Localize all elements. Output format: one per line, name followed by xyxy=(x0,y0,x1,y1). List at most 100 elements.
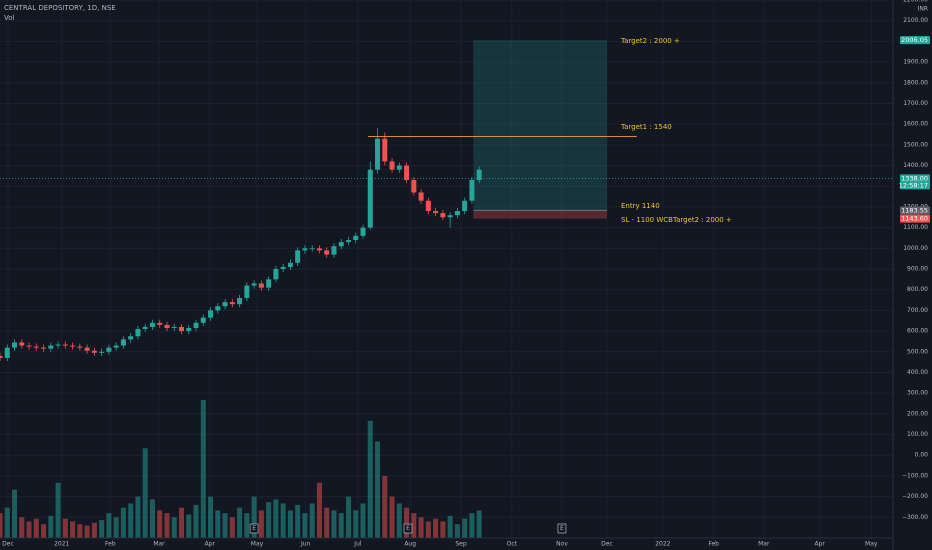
volume-bar xyxy=(179,507,185,538)
price-tag xyxy=(900,206,930,215)
volume-bar xyxy=(55,482,61,538)
volume-bar xyxy=(33,518,39,538)
candle-body xyxy=(26,345,32,347)
y-tick-label: −200.00 xyxy=(902,493,928,500)
y-tick-label: 1600.00 xyxy=(903,121,928,128)
x-tick-label: 2021 xyxy=(54,541,69,548)
candle-body xyxy=(128,336,134,340)
volume-bar xyxy=(367,420,373,538)
volume-bar xyxy=(91,522,97,538)
price-tag-label: 1183.55 xyxy=(901,206,928,214)
event-marker xyxy=(557,523,567,534)
volume-bar xyxy=(287,510,293,538)
candle-body xyxy=(345,240,351,243)
candle-body xyxy=(222,302,228,307)
volume-bar xyxy=(418,517,424,538)
candle-body xyxy=(375,138,381,170)
volume-bar xyxy=(338,513,344,538)
event-label: E xyxy=(252,525,256,532)
y-tick-label: 200.00 xyxy=(907,410,928,417)
volume-bar xyxy=(0,513,3,538)
volume-bar xyxy=(302,513,308,538)
volume-bar xyxy=(375,441,381,538)
y-tick-label: 600.00 xyxy=(907,328,928,335)
x-tick-label: Jun xyxy=(300,541,311,548)
volume-bar xyxy=(149,499,155,538)
candle-body xyxy=(164,324,170,328)
x-tick-label: Jul xyxy=(353,541,362,548)
volume-bar xyxy=(324,507,330,538)
volume-bar xyxy=(164,513,170,538)
candle-body xyxy=(367,169,373,228)
volume-bar xyxy=(258,510,264,538)
y-tick-label: 700.00 xyxy=(907,307,928,314)
y-tick-label: 800.00 xyxy=(907,286,928,293)
candle-body xyxy=(258,283,264,288)
volume-bar xyxy=(171,517,177,538)
volume-bar xyxy=(84,525,90,538)
y-tick-label: 100.00 xyxy=(907,431,928,438)
y-tick-label: 1700.00 xyxy=(903,100,928,107)
candle-body xyxy=(77,346,83,348)
x-tick-label: Mar xyxy=(758,541,770,548)
candle-body xyxy=(120,339,126,346)
annotation: Target1 : 1540 xyxy=(620,123,672,131)
volume-bar xyxy=(440,521,446,538)
candle-body xyxy=(469,180,475,201)
event-label: E xyxy=(406,525,410,532)
candle-body xyxy=(287,262,293,267)
candle-body xyxy=(382,138,388,162)
candle-body xyxy=(425,200,431,212)
x-tick-label: Feb xyxy=(708,541,719,548)
volume-bar xyxy=(120,507,126,538)
volume-bar xyxy=(222,513,228,538)
volume-bar xyxy=(462,518,468,538)
event-marker xyxy=(249,523,259,534)
x-tick-label: Apr xyxy=(205,541,216,548)
candle-body xyxy=(179,326,185,332)
volume-bar xyxy=(404,507,410,538)
volume-bar xyxy=(454,524,460,538)
volume-bar xyxy=(200,400,206,538)
volume-bar xyxy=(425,521,431,538)
y-tick-label: 0.00 xyxy=(915,452,929,459)
x-tick-label: Dec xyxy=(2,541,14,548)
x-tick-label: Nov xyxy=(556,541,568,548)
volume-bar xyxy=(193,504,199,538)
volume-bar xyxy=(316,482,322,538)
price-tag-label: 1143.60 xyxy=(901,215,928,223)
candle-body xyxy=(99,351,105,353)
candle-body xyxy=(338,242,344,247)
x-tick-label: May xyxy=(251,541,264,548)
x-tick-label: 2022 xyxy=(655,541,670,548)
y-tick-label: −300.00 xyxy=(902,514,928,521)
candle-body xyxy=(91,350,97,353)
volume-bar xyxy=(251,496,257,538)
annotation: Entry 1140 xyxy=(621,202,660,210)
candle-body xyxy=(396,165,402,170)
volume-bar xyxy=(476,510,482,538)
candle-body xyxy=(476,169,482,181)
candle-body xyxy=(142,326,148,330)
volume-bar xyxy=(70,521,76,538)
candle-body xyxy=(316,248,322,251)
candle-body xyxy=(171,326,177,328)
candle-body xyxy=(353,235,359,241)
volume-bar xyxy=(135,496,141,538)
price-tag xyxy=(900,214,930,223)
price-tag-label: 2006.05 xyxy=(901,36,928,44)
x-tick-label: Dec xyxy=(601,541,613,548)
volume-bar xyxy=(389,496,395,538)
currency: INR xyxy=(918,6,928,13)
volume-bar xyxy=(331,510,337,538)
candle-body xyxy=(4,347,10,358)
candle-body xyxy=(193,322,199,328)
y-tick-label: 2100.00 xyxy=(903,17,928,24)
volume-bar xyxy=(106,513,112,538)
candle-body xyxy=(113,345,119,348)
candle-body xyxy=(157,322,163,325)
volume-bar xyxy=(26,521,32,538)
volume-bar xyxy=(186,514,192,538)
